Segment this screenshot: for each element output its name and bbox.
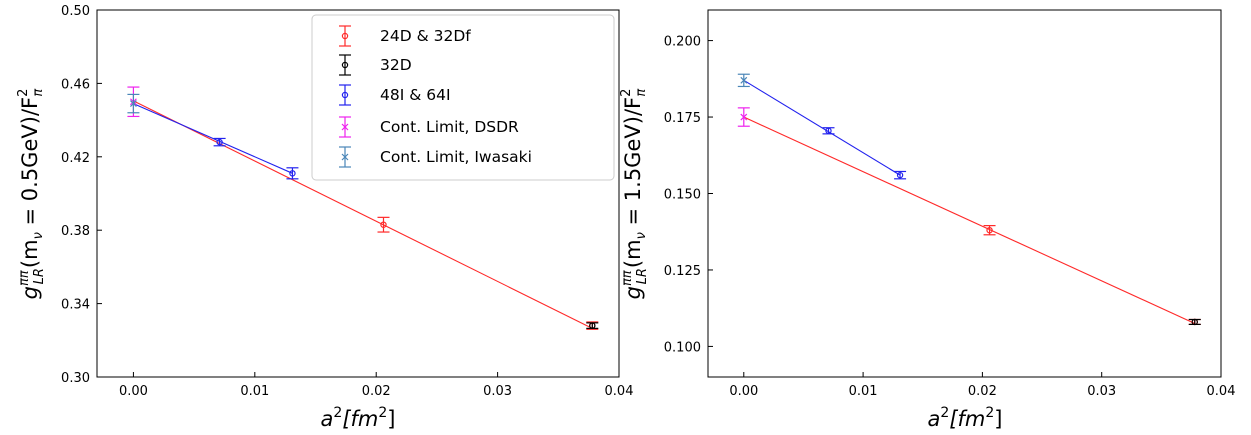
data-point-32d bbox=[1188, 318, 1201, 326]
chart-panel-left: 0.00 0.01 0.02 0.03 0.04 0.30 0.34 0.38 0.42 0.4… bbox=[16, 4, 633, 431]
legend-label-24d-32df: 24D & 32Df bbox=[380, 27, 471, 45]
legend-entry-cont-limit-iwasaki: Cont. Limit, Iwasaki bbox=[339, 146, 532, 168]
legend-marker-48i-64i bbox=[339, 84, 351, 106]
marker-circle bbox=[589, 322, 596, 329]
y-tick-label: 0.125 bbox=[664, 264, 701, 279]
y-tick-label: 0.50 bbox=[61, 4, 90, 19]
marker-circle bbox=[825, 127, 832, 135]
data-point-cont-limit-iwasaki bbox=[127, 93, 140, 114]
legend-marker-cont-limit-dsdr bbox=[339, 116, 351, 138]
y-axis-label: gππLR(mν = 0.5GeV)/F2π bbox=[16, 89, 47, 300]
marker-circle bbox=[986, 226, 993, 234]
x-axis: 0.00 0.01 0.02 0.03 0.04 bbox=[729, 372, 1235, 399]
legend-marker-32d bbox=[339, 54, 351, 76]
legend-label-48i-64i: 48I & 64I bbox=[380, 86, 451, 104]
y-tick-label: 0.46 bbox=[61, 77, 90, 92]
x-axis: 0.00 0.01 0.02 0.03 0.04 bbox=[119, 372, 634, 399]
data-point-48i-64i bbox=[894, 170, 907, 180]
x-tick-label: 0.00 bbox=[119, 384, 148, 399]
fit-line-48i-64i bbox=[743, 79, 901, 176]
x-tick-label: 0.04 bbox=[605, 384, 634, 399]
marker-x-stroke bbox=[740, 76, 748, 84]
legend-marker-cont-limit-iwasaki bbox=[339, 146, 351, 168]
legend-label-32d: 32D bbox=[380, 56, 412, 74]
x-axis-label: a2[fm2] bbox=[321, 405, 396, 431]
y-axis-label: gππLR(mν = 1.5GeV)/F2π bbox=[619, 89, 650, 300]
legend-label-cont-limit-dsdr: Cont. Limit, DSDR bbox=[380, 118, 519, 136]
y-tick-label: 0.200 bbox=[664, 35, 701, 50]
data-point-24d-32df bbox=[983, 225, 996, 236]
marker-x-stroke bbox=[740, 113, 748, 121]
marker-circle bbox=[216, 138, 223, 146]
legend-entry-32d: 32D bbox=[339, 54, 412, 76]
x-tick-label: 0.03 bbox=[483, 384, 512, 399]
y-tick-label: 0.100 bbox=[664, 340, 701, 355]
x-tick-label: 0.01 bbox=[240, 384, 269, 399]
legend-box bbox=[311, 14, 615, 181]
data-point-24d-32df bbox=[377, 216, 390, 233]
legend-label-cont-limit-iwasaki: Cont. Limit, Iwasaki bbox=[380, 148, 532, 166]
y-tick-label: 0.34 bbox=[61, 298, 90, 313]
y-tick-label: 0.150 bbox=[664, 188, 701, 203]
y-tick-label: 0.38 bbox=[61, 224, 90, 239]
data-point-48i-64i bbox=[286, 167, 299, 180]
legend-marker-24d-32df bbox=[339, 25, 351, 47]
x-tick-label: 0.01 bbox=[849, 384, 878, 399]
x-tick-label: 0.03 bbox=[1087, 384, 1116, 399]
y-tick-label: 0.30 bbox=[61, 371, 90, 386]
data-points bbox=[127, 86, 599, 330]
data-points bbox=[737, 73, 1201, 326]
y-tick-label: 0.175 bbox=[664, 111, 701, 126]
y-tick-label: 0.42 bbox=[61, 151, 90, 166]
fit-line-24d-32df bbox=[133, 100, 593, 329]
legend-entry-cont-limit-dsdr: Cont. Limit, DSDR bbox=[339, 116, 519, 138]
data-point-48i-64i bbox=[213, 137, 226, 147]
x-tick-label: 0.02 bbox=[968, 384, 997, 399]
marker-circle bbox=[380, 221, 387, 228]
marker-circle bbox=[1191, 318, 1198, 326]
fit-line-24d-32df bbox=[743, 116, 1195, 324]
marker-circle bbox=[896, 171, 904, 179]
marker-x-stroke bbox=[129, 100, 137, 108]
legend-entry-48i-64i: 48I & 64I bbox=[339, 84, 451, 106]
data-point-cont-limit-dsdr bbox=[737, 107, 750, 127]
data-point-48i-64i bbox=[822, 127, 835, 135]
x-tick-label: 0.02 bbox=[362, 384, 391, 399]
fit-lines bbox=[743, 79, 1195, 324]
plot-area-frame bbox=[96, 9, 620, 378]
y-axis: 0.100 0.125 0.150 0.175 0.200 bbox=[664, 35, 713, 355]
x-axis-label: a2[fm2] bbox=[928, 405, 1003, 431]
data-point-cont-limit-iwasaki bbox=[737, 73, 750, 88]
legend-entry-24d-32df: 24D & 32Df bbox=[339, 25, 471, 47]
data-point-32d bbox=[586, 322, 599, 329]
marker-circle bbox=[289, 170, 296, 177]
x-tick-label: 0.04 bbox=[1207, 384, 1236, 399]
fit-line-48i-64i bbox=[133, 103, 293, 174]
legend: 24D & 32Df 32D 48I & 64I Cont. Limit, DS… bbox=[311, 14, 615, 181]
fit-lines bbox=[133, 100, 593, 329]
y-axis: 0.30 0.34 0.38 0.42 0.46 0.50 bbox=[61, 4, 102, 386]
chart-panel-right: 0.00 0.01 0.02 0.03 0.04 0.100 0.125 0.150 0.17… bbox=[619, 9, 1235, 431]
x-tick-label: 0.00 bbox=[729, 384, 758, 399]
plot-area-frame bbox=[707, 9, 1222, 378]
